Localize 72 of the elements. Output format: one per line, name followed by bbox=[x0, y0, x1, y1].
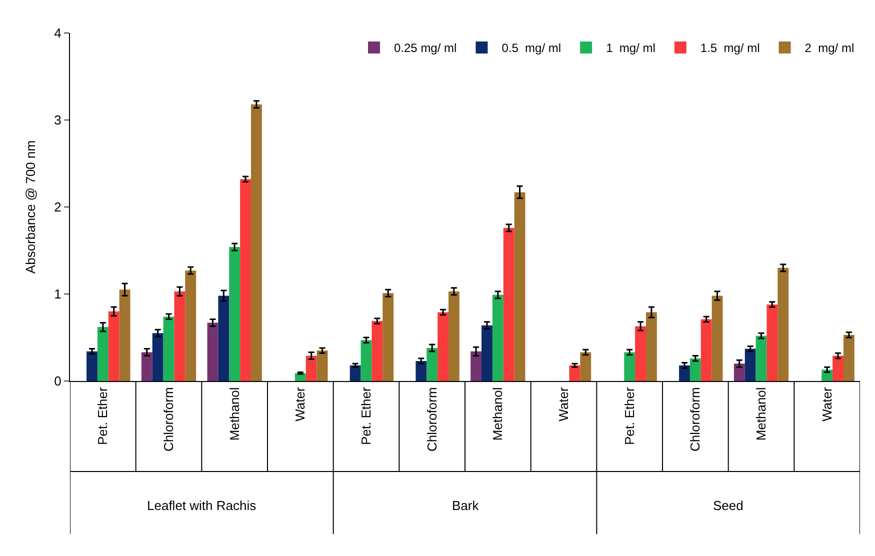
x-tick-label: Chloroform bbox=[688, 387, 703, 452]
legend-label: 1 mg/ ml bbox=[606, 41, 656, 56]
bar bbox=[382, 293, 394, 381]
bar bbox=[635, 326, 646, 381]
legend-label: 0.5 mg/ ml bbox=[502, 41, 562, 56]
bar bbox=[624, 352, 636, 381]
x-tick-label: Chloroform bbox=[160, 387, 176, 452]
x-tick-label: Water bbox=[556, 386, 571, 422]
x-tick-label: Methanol bbox=[226, 387, 242, 441]
bar bbox=[240, 179, 251, 381]
bar bbox=[250, 104, 262, 381]
bar bbox=[679, 365, 690, 381]
y-tick-label: 2 bbox=[54, 200, 62, 215]
x-tick-label: Pet. Ether bbox=[622, 386, 637, 446]
x-tick-label: Water bbox=[819, 386, 834, 422]
bar bbox=[448, 291, 460, 381]
bar bbox=[734, 364, 745, 381]
bar bbox=[316, 350, 328, 381]
text: Leaflet with Rachis bbox=[147, 498, 257, 513]
x-tick-label: Chloroform bbox=[424, 387, 440, 452]
legend-label: 1.5 mg/ ml bbox=[700, 41, 760, 56]
bar bbox=[141, 352, 152, 381]
bar bbox=[438, 312, 448, 381]
bar bbox=[580, 352, 592, 381]
text: Bark bbox=[452, 498, 480, 513]
text: Seed bbox=[713, 498, 744, 513]
bar bbox=[426, 348, 438, 381]
y-tick-label: 1 bbox=[54, 286, 62, 302]
y-tick-label: 4 bbox=[54, 26, 62, 41]
bar bbox=[360, 340, 372, 381]
bar bbox=[843, 334, 854, 381]
bar bbox=[97, 327, 108, 381]
legend-label: 2 mg/ ml bbox=[804, 41, 854, 56]
bar bbox=[163, 316, 174, 381]
bar bbox=[766, 304, 778, 381]
y-axis-title: Absorbance @ 700 nm bbox=[23, 140, 38, 274]
bar bbox=[372, 320, 383, 381]
y-tick-label: 0 bbox=[54, 374, 62, 389]
bar bbox=[503, 228, 514, 381]
bar bbox=[108, 311, 120, 381]
x-tick-label: Pet. Ether bbox=[358, 386, 374, 446]
bar bbox=[152, 333, 164, 381]
bar bbox=[416, 360, 427, 381]
bar bbox=[119, 290, 130, 381]
bar bbox=[86, 351, 98, 381]
bar bbox=[350, 365, 361, 381]
bar bbox=[700, 319, 712, 381]
bar bbox=[690, 358, 701, 381]
bar bbox=[492, 294, 504, 381]
x-tick-label: Water bbox=[292, 386, 308, 422]
bar bbox=[569, 365, 580, 381]
bar bbox=[712, 296, 723, 381]
bar bbox=[306, 356, 317, 381]
bar bbox=[778, 268, 789, 381]
bar bbox=[185, 270, 196, 381]
bar bbox=[756, 336, 767, 381]
bar bbox=[482, 325, 492, 381]
bar bbox=[744, 348, 756, 381]
y-tick-label: 3 bbox=[54, 112, 62, 128]
bar bbox=[646, 312, 657, 381]
bar bbox=[229, 247, 240, 381]
bar bbox=[218, 296, 230, 381]
x-tick-label: Pet. Ether bbox=[95, 386, 110, 446]
bar bbox=[832, 356, 844, 381]
bar bbox=[470, 351, 482, 381]
legend-label: 0.25 mg/ ml bbox=[394, 41, 457, 56]
x-tick-label: Methanol bbox=[490, 387, 506, 441]
bar bbox=[174, 291, 186, 381]
bar bbox=[822, 370, 833, 381]
x-tick-label: Methanol bbox=[753, 387, 768, 441]
bar bbox=[207, 322, 218, 381]
bar bbox=[514, 192, 526, 381]
